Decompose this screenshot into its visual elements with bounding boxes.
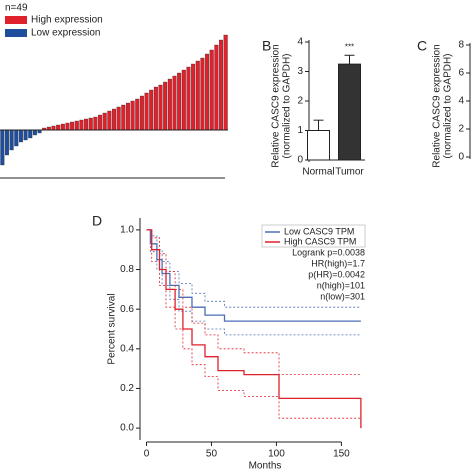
- bar: [209, 49, 214, 131]
- panel-letter: B: [262, 38, 271, 54]
- y-tick-label: 4: [297, 37, 303, 48]
- statistic: p(HR)=0.0042: [308, 269, 365, 279]
- bar: [186, 66, 191, 131]
- y-tick-label: 6: [458, 68, 464, 79]
- bar: [32, 129, 37, 136]
- bar: [172, 75, 177, 131]
- legend-label: Low CASC9 TPM: [284, 226, 354, 236]
- bar: [65, 122, 70, 131]
- legend-box: [261, 224, 366, 248]
- y-tick-label: 2: [458, 124, 464, 135]
- bar: [195, 60, 200, 131]
- y-axis-label: Relative CASC9 expression: [271, 44, 282, 167]
- bar: [130, 100, 135, 131]
- y-tick-label: 0.8: [120, 264, 134, 275]
- bar: [79, 119, 84, 131]
- bar: [125, 102, 130, 131]
- y-tick-label: 0.0: [120, 423, 134, 434]
- y-axis-label: (normalized to GAPDH): [282, 53, 293, 158]
- survival-line: [146, 229, 362, 429]
- y-tick-label: 0.4: [120, 343, 134, 354]
- bar: [74, 120, 79, 131]
- confidence-line: [146, 229, 361, 336]
- y-tick-label: 1.0: [120, 225, 134, 236]
- y-axis-label: Percent survival: [107, 293, 118, 364]
- x-tick-label: 100: [268, 449, 285, 460]
- y-tick-label: 8: [458, 40, 464, 51]
- bar: [158, 84, 163, 131]
- bar: [181, 69, 186, 131]
- bar: [121, 104, 126, 131]
- bar: [200, 57, 205, 131]
- y-tick-label: 1: [297, 125, 303, 136]
- bar: [28, 129, 33, 139]
- confidence-line: [146, 229, 361, 375]
- y-tick-label: 4: [458, 96, 464, 107]
- bar: [112, 108, 116, 131]
- bar: [60, 123, 65, 131]
- statistic: HR(high)=1.7: [311, 258, 365, 268]
- legend-swatch: [5, 16, 27, 24]
- x-axis-label: Months: [249, 461, 282, 472]
- survival-line: [146, 229, 361, 322]
- bar: [223, 34, 228, 131]
- bar: [88, 117, 93, 131]
- bar: [70, 121, 75, 131]
- legend-label: Low expression: [31, 28, 100, 39]
- legend-label: High CASC9 TPM: [284, 236, 356, 246]
- sample-size: n=49: [5, 3, 28, 14]
- bar: [98, 114, 103, 131]
- x-tick-label: 0: [144, 449, 150, 460]
- bar: [56, 124, 61, 131]
- confidence-line: [146, 229, 361, 419]
- x-tick-label: 150: [333, 449, 350, 460]
- legend-label: High expression: [31, 15, 103, 26]
- panel-letter: C: [417, 38, 427, 54]
- y-tick-label: 0.2: [120, 383, 134, 394]
- bar: [219, 39, 223, 131]
- y-axis-label: Relative CASC9 expression: [432, 44, 443, 167]
- significance: ***: [345, 42, 354, 51]
- bar: [107, 110, 112, 131]
- x-tick-label: Tumor: [335, 167, 364, 178]
- y-tick-label: 2: [297, 96, 303, 107]
- y-tick-label: 3: [297, 66, 303, 77]
- bar: [163, 81, 168, 131]
- bar: [149, 89, 154, 131]
- bar: [153, 86, 158, 131]
- panel-letter: D: [92, 213, 102, 229]
- bar: [9, 129, 14, 151]
- x-tick-label: 50: [206, 449, 218, 460]
- statistic: n(high)=101: [317, 280, 365, 290]
- y-tick-label: 0: [458, 152, 464, 163]
- bar: [307, 130, 330, 161]
- bar: [14, 129, 19, 147]
- bar: [338, 63, 361, 161]
- bar: [144, 92, 149, 131]
- bar: [116, 106, 121, 131]
- y-tick-label: 0.6: [120, 304, 134, 315]
- bar: [51, 125, 56, 131]
- bar: [135, 98, 140, 131]
- bar: [0, 129, 5, 166]
- bar: [191, 63, 196, 131]
- bar: [205, 53, 210, 131]
- bar: [102, 112, 107, 131]
- y-axis-label: (normalized to GAPDH): [443, 53, 454, 158]
- x-tick-label: Normal: [302, 167, 334, 178]
- bar: [84, 118, 89, 131]
- bar: [139, 95, 144, 131]
- bar: [5, 129, 9, 156]
- bar: [23, 129, 28, 141]
- legend-swatch: [5, 29, 27, 37]
- bar: [18, 129, 23, 143]
- bar: [93, 116, 98, 131]
- statistic: Logrank p=0.0038: [292, 247, 365, 257]
- bar: [214, 44, 219, 131]
- statistic: n(low)=301: [320, 291, 365, 301]
- y-tick-label: 0: [297, 155, 303, 166]
- bar: [167, 78, 172, 131]
- bar: [177, 72, 182, 131]
